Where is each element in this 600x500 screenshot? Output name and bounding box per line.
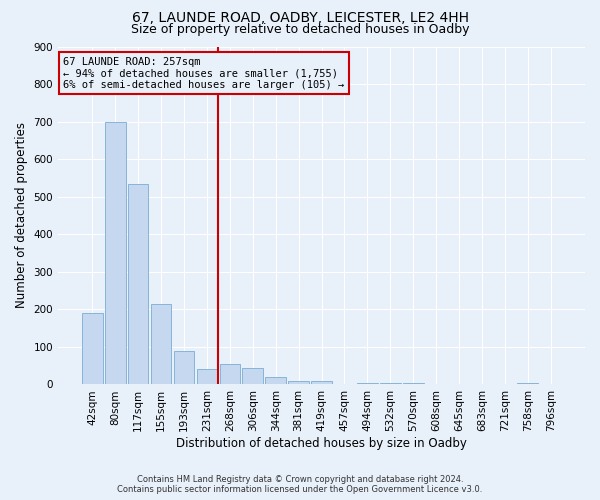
Bar [242, 368, 263, 384]
Bar [288, 380, 309, 384]
Bar [220, 364, 240, 384]
Bar [311, 380, 332, 384]
Y-axis label: Number of detached properties: Number of detached properties [15, 122, 28, 308]
Bar [151, 304, 172, 384]
Text: 67 LAUNDE ROAD: 257sqm
← 94% of detached houses are smaller (1,755)
6% of semi-d: 67 LAUNDE ROAD: 257sqm ← 94% of detached… [64, 56, 344, 90]
Text: Size of property relative to detached houses in Oadby: Size of property relative to detached ho… [131, 22, 469, 36]
Bar [128, 184, 148, 384]
Bar [173, 350, 194, 384]
Bar [105, 122, 125, 384]
Text: Contains HM Land Registry data © Crown copyright and database right 2024.
Contai: Contains HM Land Registry data © Crown c… [118, 474, 482, 494]
Bar [82, 313, 103, 384]
Bar [357, 382, 377, 384]
X-axis label: Distribution of detached houses by size in Oadby: Distribution of detached houses by size … [176, 437, 467, 450]
Text: 67, LAUNDE ROAD, OADBY, LEICESTER, LE2 4HH: 67, LAUNDE ROAD, OADBY, LEICESTER, LE2 4… [131, 11, 469, 25]
Bar [265, 377, 286, 384]
Bar [197, 370, 217, 384]
Bar [517, 382, 538, 384]
